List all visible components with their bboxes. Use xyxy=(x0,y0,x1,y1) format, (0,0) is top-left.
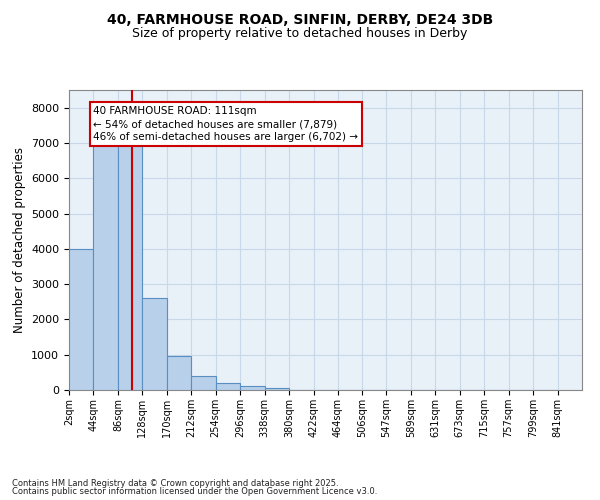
Bar xyxy=(167,356,191,390)
Bar xyxy=(191,376,216,390)
Bar xyxy=(69,249,94,390)
Bar xyxy=(240,386,265,390)
Text: Contains public sector information licensed under the Open Government Licence v3: Contains public sector information licen… xyxy=(12,487,377,496)
Text: Size of property relative to detached houses in Derby: Size of property relative to detached ho… xyxy=(133,28,467,40)
Text: 40 FARMHOUSE ROAD: 111sqm
← 54% of detached houses are smaller (7,879)
46% of se: 40 FARMHOUSE ROAD: 111sqm ← 54% of detac… xyxy=(94,106,358,142)
Bar xyxy=(142,298,167,390)
Text: 40, FARMHOUSE ROAD, SINFIN, DERBY, DE24 3DB: 40, FARMHOUSE ROAD, SINFIN, DERBY, DE24 … xyxy=(107,12,493,26)
Y-axis label: Number of detached properties: Number of detached properties xyxy=(13,147,26,333)
Text: Contains HM Land Registry data © Crown copyright and database right 2025.: Contains HM Land Registry data © Crown c… xyxy=(12,478,338,488)
Bar xyxy=(265,388,289,390)
Bar xyxy=(94,126,118,390)
Bar xyxy=(118,126,142,390)
Bar xyxy=(216,384,240,390)
